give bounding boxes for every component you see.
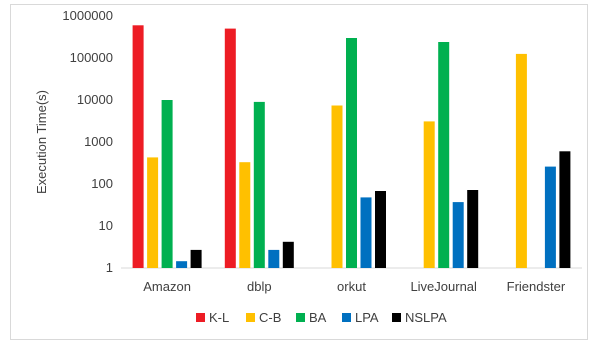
- bar-cb-orkut: [331, 105, 343, 268]
- legend-item: C-B: [246, 310, 281, 325]
- y-axis-label: Execution Time(s): [34, 90, 49, 194]
- x-axis-categories: Amazon dblp orkut LiveJournal Friendster: [143, 279, 566, 294]
- legend-swatch: [342, 313, 351, 322]
- bar-nslpa-amazon: [190, 249, 202, 268]
- bar-ba-orkut: [346, 38, 357, 268]
- legend-label: LPA: [355, 310, 379, 325]
- legend-swatch: [296, 313, 305, 322]
- legend-label: K-L: [209, 310, 229, 325]
- legend: K-L C-B BA LPA NSLPA: [196, 310, 447, 325]
- bar-cb-friendster: [515, 53, 527, 269]
- bar-cb-livejournal: [423, 121, 435, 269]
- bar-kl-amazon: [132, 25, 144, 268]
- legend-swatch: [392, 313, 401, 322]
- legend-item: BA: [296, 310, 327, 325]
- y-tick-label: 1: [106, 260, 113, 275]
- chart-frame: [10, 4, 588, 340]
- x-category-label: dblp: [247, 279, 272, 294]
- bar-lpa-dblp: [268, 249, 280, 268]
- x-category-label: Friendster: [507, 279, 566, 294]
- bar-cb-dblp: [239, 162, 251, 268]
- bars-group: [132, 25, 571, 269]
- bar-lpa-friendster: [544, 166, 556, 268]
- y-tick-label: 100000: [70, 50, 113, 65]
- x-category-label: LiveJournal: [410, 279, 477, 294]
- bar-kl-dblp: [224, 28, 236, 268]
- bar-nslpa-friendster: [559, 151, 571, 268]
- bar-lpa-amazon: [176, 261, 188, 268]
- legend-label: BA: [309, 310, 327, 325]
- legend-swatch: [246, 313, 255, 322]
- legend-item: NSLPA: [392, 310, 447, 325]
- legend-label: C-B: [259, 310, 281, 325]
- legend-item: LPA: [342, 310, 379, 325]
- y-axis-ticks: 1 10 100 1000 10000 100000 1000000: [62, 8, 113, 275]
- bar-ba-amazon: [161, 100, 173, 268]
- legend-label: NSLPA: [405, 310, 447, 325]
- y-tick-label: 10000: [77, 92, 113, 107]
- legend-item: K-L: [196, 310, 229, 325]
- bar-ba-dblp: [253, 101, 265, 269]
- bar-ba-livejournal: [438, 42, 450, 268]
- bar-cb-amazon: [147, 157, 159, 268]
- bar-nslpa-dblp: [282, 241, 294, 268]
- bar-nslpa-orkut: [375, 191, 386, 268]
- y-axis-label-group: Execution Time(s): [34, 90, 49, 194]
- x-category-label: orkut: [337, 279, 366, 294]
- bar-lpa-orkut: [360, 197, 372, 268]
- bar-nslpa-livejournal: [467, 190, 479, 268]
- y-tick-label: 1000: [84, 134, 113, 149]
- x-category-label: Amazon: [143, 279, 191, 294]
- y-tick-label: 10: [99, 218, 113, 233]
- bar-lpa-livejournal: [452, 202, 464, 268]
- y-tick-label: 1000000: [62, 8, 113, 23]
- legend-swatch: [196, 313, 205, 322]
- y-tick-label: 100: [91, 176, 113, 191]
